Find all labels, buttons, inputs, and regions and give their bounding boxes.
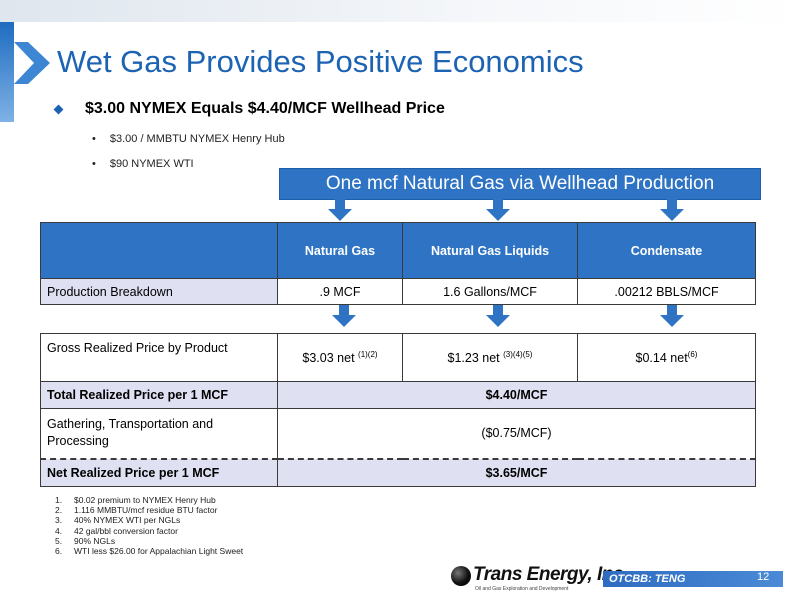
down-arrow-icon — [660, 199, 684, 221]
footnote-text: $0.02 premium to NYMEX Henry Hub — [74, 495, 216, 505]
sub-bullet: • $3.00 / MMBTU NYMEX Henry Hub — [92, 133, 285, 145]
down-arrow-icon — [328, 199, 352, 221]
table-row: Gathering, Transportation and Processing… — [40, 408, 756, 459]
footnote-number: 4. — [55, 525, 63, 536]
table-cell: .00212 BBLS/MCF — [577, 278, 756, 305]
header-ngl: Natural Gas Liquids — [402, 222, 578, 279]
footnote-item: 4. 42 gal/bbl conversion factor — [55, 526, 243, 536]
sub-bullet: • $90 NYMEX WTI — [92, 158, 194, 170]
footnote-ref: (6) — [687, 349, 698, 359]
header-condensate: Condensate — [577, 222, 756, 279]
net-value: $3.65/MCF — [277, 457, 756, 487]
bullet-dot-icon: • — [92, 158, 96, 170]
down-arrow-icon — [332, 305, 356, 327]
down-arrow-icon — [660, 305, 684, 327]
header-natural-gas: Natural Gas — [277, 222, 403, 279]
footnote-item: 1. $0.02 premium to NYMEX Henry Hub — [55, 495, 243, 505]
footnote-ref: (3)(4)(5) — [503, 349, 533, 359]
logo-tagline: Oil and Gas Exploration and Development — [475, 586, 569, 592]
footnote-text: 42 gal/bbl conversion factor — [74, 525, 178, 536]
table-row: Production Breakdown .9 MCF 1.6 Gallons/… — [40, 278, 756, 305]
table-cell: 1.6 Gallons/MCF — [402, 278, 578, 305]
footnote-text: 90% NGLs — [74, 535, 116, 546]
company-logo: Trans Energy, Inc. Oil and Gas Explorati… — [451, 564, 628, 593]
ticker-text: OTCBB: TENG — [609, 573, 686, 585]
logo-name: Trans Energy, Inc. — [473, 564, 628, 585]
footnote-ref: (1)(2) — [358, 349, 378, 359]
pricing-table: Gross Realized Price by Product $3.03 ne… — [40, 333, 756, 487]
footnote-number: 3. — [55, 515, 63, 526]
header-cell-empty — [40, 222, 278, 279]
row-label: Gross Realized Price by Product — [40, 333, 278, 382]
row-label: Production Breakdown — [40, 278, 278, 305]
sub-bullet-text: $3.00 / MMBTU NYMEX Henry Hub — [109, 133, 285, 145]
chevron-right-icon — [14, 42, 50, 84]
gathering-value: ($0.75/MCF) — [277, 408, 756, 459]
table-cell: $3.03 net (1)(2) — [277, 333, 403, 382]
sub-bullet-text: $90 NYMEX WTI — [109, 158, 194, 170]
footnote-number: 5. — [55, 535, 63, 546]
footnote-item: 2. 1.116 MMBTU/mcf residue BTU factor — [55, 505, 243, 515]
footnote-text: 1.116 MMBTU/mcf residue BTU factor — [74, 505, 218, 516]
table-row: Net Realized Price per 1 MCF $3.65/MCF — [40, 457, 756, 487]
footnote-number: 1. — [55, 495, 63, 505]
table-row: Total Realized Price per 1 MCF $4.40/MCF — [40, 381, 756, 409]
footnote-number: 6. — [55, 545, 63, 556]
row-label: Total Realized Price per 1 MCF — [40, 381, 278, 409]
ticker-bar: OTCBB: TENG — [603, 571, 783, 587]
footnote-item: 5. 90% NGLs — [55, 536, 243, 546]
bullet-dot-icon: • — [92, 133, 96, 145]
main-bullet: $3.00 NYMEX Equals $4.40/MCF Wellhead Pr… — [53, 100, 445, 118]
table-cell: $0.14 net(6) — [577, 333, 756, 382]
production-table: Natural Gas Natural Gas Liquids Condensa… — [40, 222, 756, 305]
price-value: $0.14 net — [635, 351, 688, 366]
total-value: $4.40/MCF — [277, 381, 756, 409]
footnote-text: 40% NYMEX WTI per NGLs — [74, 515, 181, 526]
page-number: 12 — [757, 571, 770, 583]
header-band — [0, 0, 800, 22]
row-label: Gathering, Transportation and Processing — [40, 408, 278, 459]
logo-globe-icon — [451, 566, 471, 586]
down-arrow-icon — [486, 305, 510, 327]
footnote-number: 2. — [55, 505, 63, 516]
row-label: Net Realized Price per 1 MCF — [40, 457, 278, 487]
table-header-row: Natural Gas Natural Gas Liquids Condensa… — [40, 222, 756, 279]
main-bullet-text: $3.00 NYMEX Equals $4.40/MCF Wellhead Pr… — [85, 100, 445, 117]
diamond-bullet-icon — [53, 104, 64, 114]
down-arrow-icon — [486, 199, 510, 221]
table-row: Gross Realized Price by Product $3.03 ne… — [40, 333, 756, 382]
price-value: $1.23 net — [447, 351, 500, 366]
price-value: $3.03 net — [302, 351, 355, 366]
table-cell: .9 MCF — [277, 278, 403, 305]
table-cell: $1.23 net (3)(4)(5) — [402, 333, 578, 382]
accent-bar — [0, 22, 14, 122]
footnote-text: WTI less $26.00 for Appalachian Light Sw… — [74, 545, 244, 556]
footnotes-list: 1. $0.02 premium to NYMEX Henry Hub 2. 1.1… — [55, 495, 243, 556]
footnote-item: 6. WTI less $26.00 for Appalachian Light … — [55, 546, 243, 556]
footnote-item: 3. 40% NYMEX WTI per NGLs — [55, 515, 243, 525]
production-banner: One mcf Natural Gas via Wellhead Product… — [279, 168, 761, 200]
slide-title: Wet Gas Provides Positive Economics — [57, 44, 584, 79]
